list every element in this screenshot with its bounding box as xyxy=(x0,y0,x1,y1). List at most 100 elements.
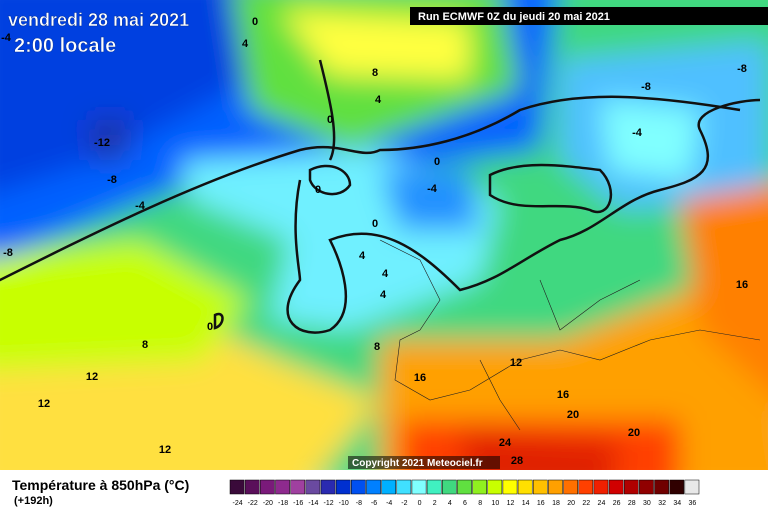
contour-label: -8 xyxy=(107,174,117,186)
legend-swatch xyxy=(608,479,624,495)
legend-swatch xyxy=(563,479,578,495)
contour-label: 0 xyxy=(315,184,321,196)
legend-swatch xyxy=(366,479,381,495)
contour-label: 12 xyxy=(159,444,171,456)
run-banner xyxy=(410,7,768,25)
legend-swatch xyxy=(260,479,275,495)
legend-label: 20 xyxy=(567,500,575,507)
contour-label: 24 xyxy=(499,437,512,449)
legend-label: 4 xyxy=(448,500,452,507)
temperature-field xyxy=(0,0,768,500)
contour-label: 28 xyxy=(511,455,523,467)
contour-label: 0 xyxy=(207,321,213,333)
contour-label: 0 xyxy=(372,218,378,230)
legend-swatch xyxy=(442,479,457,495)
legend-label: 36 xyxy=(689,500,697,507)
contour-label: 12 xyxy=(86,371,98,383)
legend-label: 24 xyxy=(598,500,606,507)
contour-label: 8 xyxy=(142,339,148,351)
legend-swatch xyxy=(669,479,685,495)
copyright-bg xyxy=(348,456,500,469)
copyright: Copyright 2021 Meteociel.fr xyxy=(352,458,483,469)
legend-swatch xyxy=(335,479,351,495)
legend-swatch xyxy=(502,479,518,495)
contour-label: 0 xyxy=(327,114,333,126)
legend-label: -8 xyxy=(356,500,362,507)
legend-label: -18 xyxy=(278,500,288,507)
legend-swatch xyxy=(532,479,548,495)
contour-label: 8 xyxy=(374,341,380,353)
legend-swatch xyxy=(290,479,306,495)
legend-label: 34 xyxy=(673,500,681,507)
contour-label: 4 xyxy=(375,94,382,106)
contour-label: 20 xyxy=(628,427,640,439)
legend-title: Température à 850hPa (°C) xyxy=(12,477,189,493)
contour-label: 16 xyxy=(557,389,569,401)
contour-label: 16 xyxy=(736,279,748,291)
legend-label: 12 xyxy=(507,500,515,507)
run-info: Run ECMWF 0Z du jeudi 20 mai 2021 xyxy=(418,11,610,23)
legend-label: 18 xyxy=(552,500,560,507)
legend-label: 14 xyxy=(522,500,530,507)
legend-swatch xyxy=(684,479,700,495)
legend-swatch xyxy=(654,479,669,495)
legend-swatch xyxy=(548,479,563,495)
legend-swatch xyxy=(517,479,533,495)
legend-label: -12 xyxy=(323,500,333,507)
legend-label: -24 xyxy=(233,500,243,507)
legend-swatch xyxy=(381,479,397,495)
legend-swatch xyxy=(593,479,609,495)
legend-label: 22 xyxy=(582,500,590,507)
contour-label: -4 xyxy=(135,200,146,212)
legend-swatch xyxy=(578,479,594,495)
legend-label: 10 xyxy=(491,500,499,507)
legend-label: 8 xyxy=(478,500,482,507)
legend-label: 28 xyxy=(628,500,636,507)
legend-swatch xyxy=(411,479,427,495)
legend-label: 32 xyxy=(658,500,666,507)
legend-label: -6 xyxy=(371,500,377,507)
legend-swatch xyxy=(487,479,503,495)
legend-label: -16 xyxy=(293,500,303,507)
legend-swatch xyxy=(426,479,442,495)
legend-label: 6 xyxy=(463,500,467,507)
contour-label: 16 xyxy=(414,372,426,384)
legend-label: 2 xyxy=(433,500,437,507)
contour-label: -12 xyxy=(94,137,110,149)
legend-label: -22 xyxy=(248,500,258,507)
contour-label: 20 xyxy=(567,409,579,421)
legend-swatch xyxy=(457,479,472,495)
contour-label: -4 xyxy=(1,32,12,44)
legend-swatch xyxy=(244,479,260,495)
contour-label: 4 xyxy=(242,38,249,50)
legend-swatch xyxy=(623,479,639,495)
contour-label: -8 xyxy=(641,81,651,93)
legend-label: 26 xyxy=(613,500,621,507)
contour-label: 4 xyxy=(382,268,389,280)
contour-label: 0 xyxy=(434,156,440,168)
contour-label: -8 xyxy=(3,247,13,259)
legend-swatch xyxy=(472,479,487,495)
legend-swatch xyxy=(351,479,366,495)
contour-label: 8 xyxy=(372,67,378,79)
legend-label: 16 xyxy=(537,500,545,507)
legend-label: -2 xyxy=(401,500,407,507)
contour-label: -4 xyxy=(427,183,438,195)
legend-label: 0 xyxy=(418,500,422,507)
contour-label: -4 xyxy=(632,127,643,139)
legend-label: 30 xyxy=(643,500,651,507)
legend-swatch xyxy=(639,479,654,495)
contour-label: 12 xyxy=(38,398,50,410)
legend-swatch xyxy=(229,479,245,495)
legend-swatch xyxy=(320,479,336,495)
legend-label: -20 xyxy=(263,500,273,507)
contour-label: 0 xyxy=(252,16,258,28)
legend-swatch xyxy=(275,479,290,495)
date: vendredi 28 mai 2021 xyxy=(8,10,189,30)
legend-label: -10 xyxy=(339,500,349,507)
legend-swatch xyxy=(305,479,321,495)
contour-lines xyxy=(0,59,761,334)
legend-label: -14 xyxy=(308,500,318,507)
